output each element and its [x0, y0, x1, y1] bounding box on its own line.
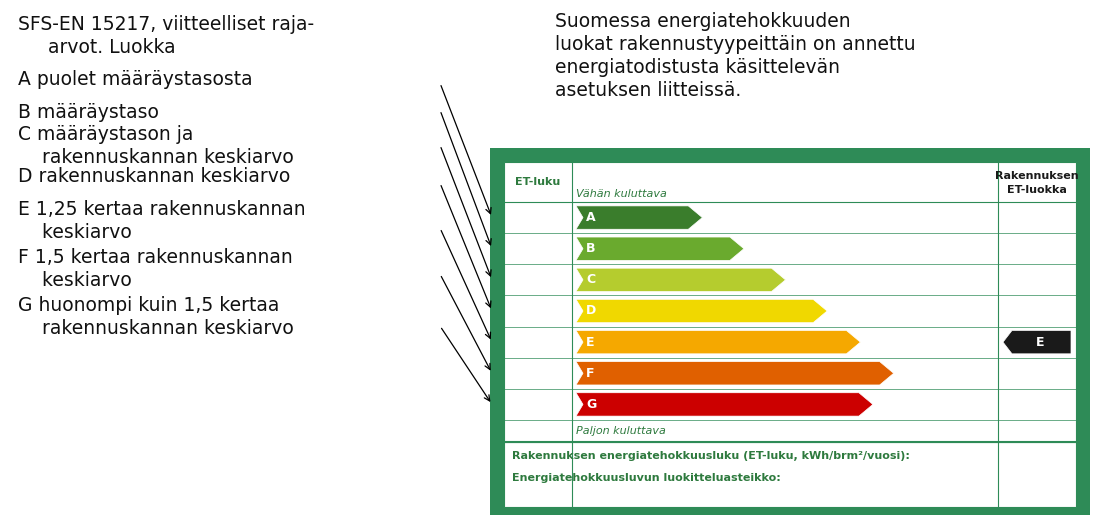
Text: arvot. Luokka: arvot. Luokka: [18, 38, 176, 57]
Polygon shape: [1003, 330, 1071, 354]
Text: C: C: [586, 274, 595, 287]
Text: A: A: [586, 211, 595, 224]
Text: Vähän kuluttava: Vähän kuluttava: [576, 189, 667, 199]
Text: keskiarvo: keskiarvo: [18, 271, 132, 290]
Text: G huonompi kuin 1,5 kertaa: G huonompi kuin 1,5 kertaa: [18, 296, 279, 315]
Text: D rakennuskannan keskiarvo: D rakennuskannan keskiarvo: [18, 167, 290, 186]
Text: Energiatehokkuusluvun luokitteluasteikko:: Energiatehokkuusluvun luokitteluasteikko…: [512, 473, 781, 483]
Text: A puolet määräystasosta: A puolet määräystasosta: [18, 70, 253, 89]
Text: B: B: [586, 242, 595, 255]
Text: E: E: [1036, 336, 1044, 349]
Text: B määräystaso: B määräystaso: [18, 103, 158, 122]
Polygon shape: [576, 330, 860, 354]
Text: D: D: [586, 304, 596, 317]
Text: G: G: [586, 398, 596, 411]
Polygon shape: [576, 206, 702, 229]
Bar: [490, 148, 1090, 515]
Text: luokat rakennustyypeittäin on annettu: luokat rakennustyypeittäin on annettu: [556, 35, 915, 54]
Polygon shape: [576, 237, 744, 260]
Text: keskiarvo: keskiarvo: [18, 223, 132, 242]
Text: E: E: [586, 336, 594, 349]
Text: C määräystason ja: C määräystason ja: [18, 125, 194, 144]
Text: E 1,25 kertaa rakennuskannan: E 1,25 kertaa rakennuskannan: [18, 200, 306, 219]
Text: F 1,5 kertaa rakennuskannan: F 1,5 kertaa rakennuskannan: [18, 248, 293, 267]
Text: ET-luokka: ET-luokka: [1008, 185, 1067, 195]
Text: rakennuskannan keskiarvo: rakennuskannan keskiarvo: [18, 148, 294, 167]
Text: F: F: [586, 367, 594, 380]
Polygon shape: [576, 300, 827, 322]
Text: Paljon kuluttava: Paljon kuluttava: [576, 426, 665, 436]
Bar: [504, 162, 1076, 507]
Text: ET-luku: ET-luku: [516, 177, 561, 187]
Text: Suomessa energiatehokkuuden: Suomessa energiatehokkuuden: [556, 12, 850, 31]
Text: rakennuskannan keskiarvo: rakennuskannan keskiarvo: [18, 319, 294, 338]
Polygon shape: [576, 362, 893, 385]
Text: asetuksen liitteissä.: asetuksen liitteissä.: [556, 81, 741, 100]
Text: SFS-EN 15217, viitteelliset raja-: SFS-EN 15217, viitteelliset raja-: [18, 15, 315, 34]
Polygon shape: [576, 268, 785, 292]
Polygon shape: [576, 393, 873, 416]
Text: Rakennuksen energiatehokkuusluku (ET-luku, kWh/brm²/vuosi):: Rakennuksen energiatehokkuusluku (ET-luk…: [512, 451, 910, 461]
Text: Rakennuksen: Rakennuksen: [996, 171, 1079, 181]
Text: energiatodistusta käsittelevän: energiatodistusta käsittelevän: [556, 58, 840, 77]
